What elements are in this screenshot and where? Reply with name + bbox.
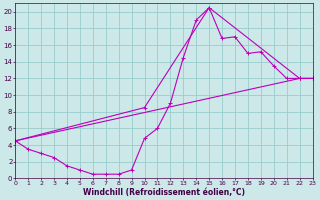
X-axis label: Windchill (Refroidissement éolien,°C): Windchill (Refroidissement éolien,°C) xyxy=(83,188,245,197)
